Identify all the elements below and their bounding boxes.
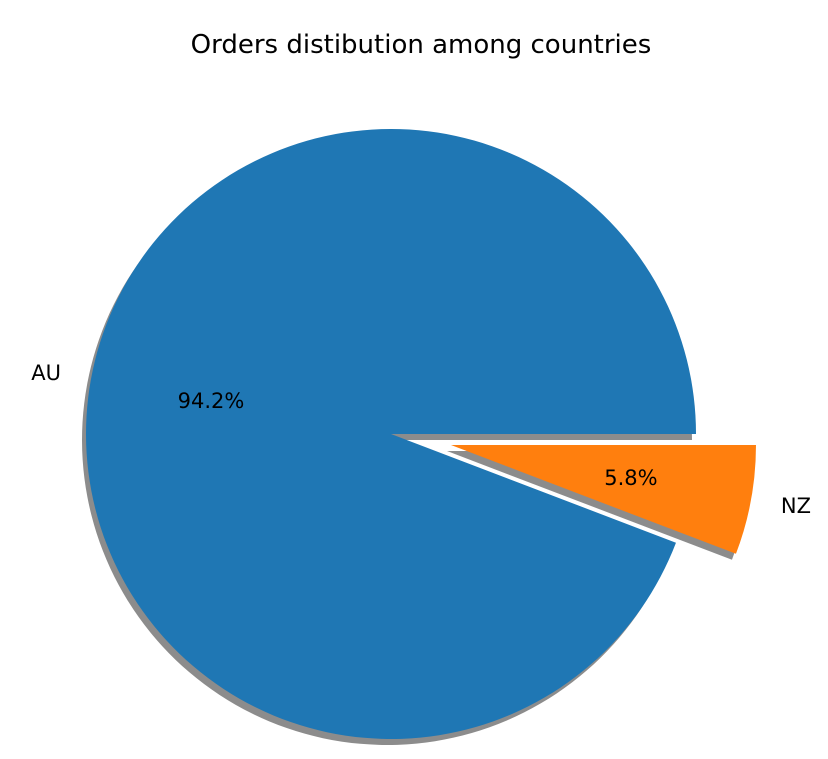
- pie-slice-nz: [450, 445, 756, 554]
- pie-slice-au: [86, 129, 697, 740]
- slice-label-au: AU: [31, 361, 61, 385]
- chart-title: Orders distibution among countries: [191, 30, 652, 60]
- slice-percent-au: 94.2%: [178, 389, 245, 413]
- label-layer: AU 94.2% NZ 5.8%: [31, 361, 811, 518]
- slice-layer: [86, 129, 756, 740]
- slice-label-nz: NZ: [781, 494, 811, 518]
- slice-percent-nz: 5.8%: [604, 466, 657, 490]
